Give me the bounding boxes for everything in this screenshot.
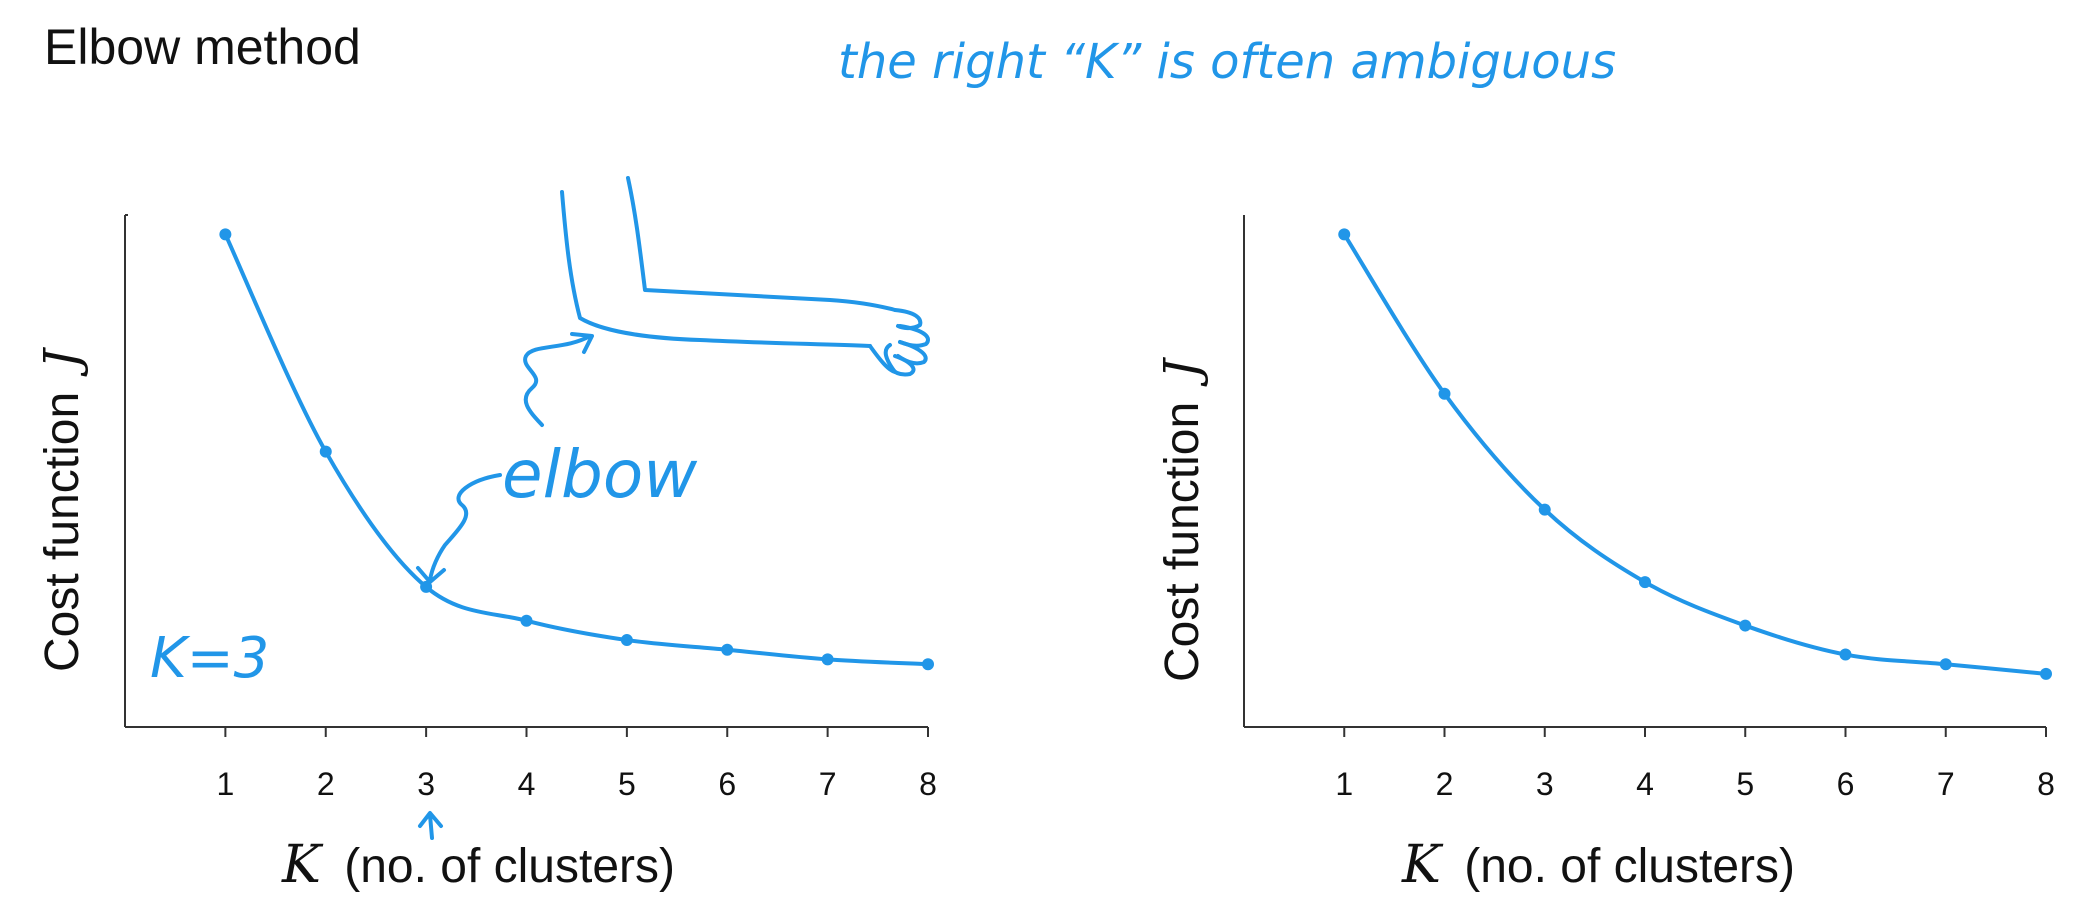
x-tick-label: 4 [518,766,536,802]
series-line-left [223,232,930,667]
y-axis-label-text: Cost function [36,392,89,672]
elbow-label: elbow [502,436,698,513]
x-tick-label: 1 [216,766,234,802]
x-tick-label: 5 [1736,766,1754,802]
arm-sketch [560,176,930,377]
chart-left: 1 2 3 4 5 6 7 8 Cost function J K (no. of clust… [34,176,937,895]
series-points-right [1338,228,2052,680]
x-tick-label: 7 [1937,766,1955,802]
arrowhead-point [416,566,446,584]
y-axis-label-text: Cost function [1156,402,1209,682]
y-axis-label-right: Cost function J [1154,357,1210,683]
x-axis-label-text: (no. of clusters) [344,840,675,893]
data-point [1939,658,1952,671]
k-equals-label: K=3 [150,626,269,691]
series-points-left [219,228,934,671]
data-point [821,653,834,666]
data-point [1338,228,1351,241]
data-point [1839,648,1852,661]
elbow-annotation: elbow K=3 [150,176,930,840]
x-axis-label-left: K (no. of clusters) [281,835,675,895]
y-axis-left [124,214,128,727]
x-tick-label: 1 [1335,766,1353,802]
x-tick-label: 2 [317,766,335,802]
arrowhead-arm [570,332,594,354]
x-axis-label-text: (no. of clusters) [1464,840,1795,893]
data-point [1639,576,1651,589]
data-point [922,658,934,671]
elbow-arrow-to-arm [523,334,592,427]
k3-tick-arrow [418,811,443,840]
elbow-arrow-to-point [428,473,502,582]
data-point [1438,387,1451,400]
page-title: Elbow method [44,19,361,75]
data-point [721,643,734,656]
x-tick-label: 7 [819,766,837,802]
data-point [2040,667,2052,680]
x-tick-label: 8 [2037,766,2055,802]
x-ticks-right: 1 2 3 4 5 6 7 8 [1335,727,2055,802]
x-tick-label: 3 [1536,766,1554,802]
y-axis-label-left: Cost function J [34,347,90,673]
x-tick-label: 3 [417,766,435,802]
data-point [219,228,232,241]
x-tick-label: 6 [1837,766,1855,802]
y-axis-symbol: J [1154,357,1210,388]
x-axis-symbol: K [1401,835,1444,895]
data-point [420,580,433,593]
x-tick-label: 8 [919,766,937,802]
series-line-right [1342,232,2048,676]
y-axis-symbol: J [34,347,90,378]
chart-right: 1 2 3 4 5 6 7 8 Cost function J K (no. of clust… [1154,215,2055,895]
x-axis-symbol: K [281,835,324,895]
data-point [620,634,633,647]
x-tick-label: 6 [718,766,736,802]
x-tick-label: 5 [618,766,636,802]
data-point [1538,503,1551,516]
data-point [1739,619,1752,632]
x-axis-label-right: K (no. of clusters) [1401,835,1795,895]
handwritten-annotation: the right “K” is often ambiguous [838,34,1616,90]
x-tick-label: 2 [1436,766,1454,802]
x-ticks-left: 1 2 3 4 5 6 7 8 [216,727,937,802]
data-point [319,445,332,458]
data-point [520,614,533,627]
x-tick-label: 4 [1636,766,1654,802]
